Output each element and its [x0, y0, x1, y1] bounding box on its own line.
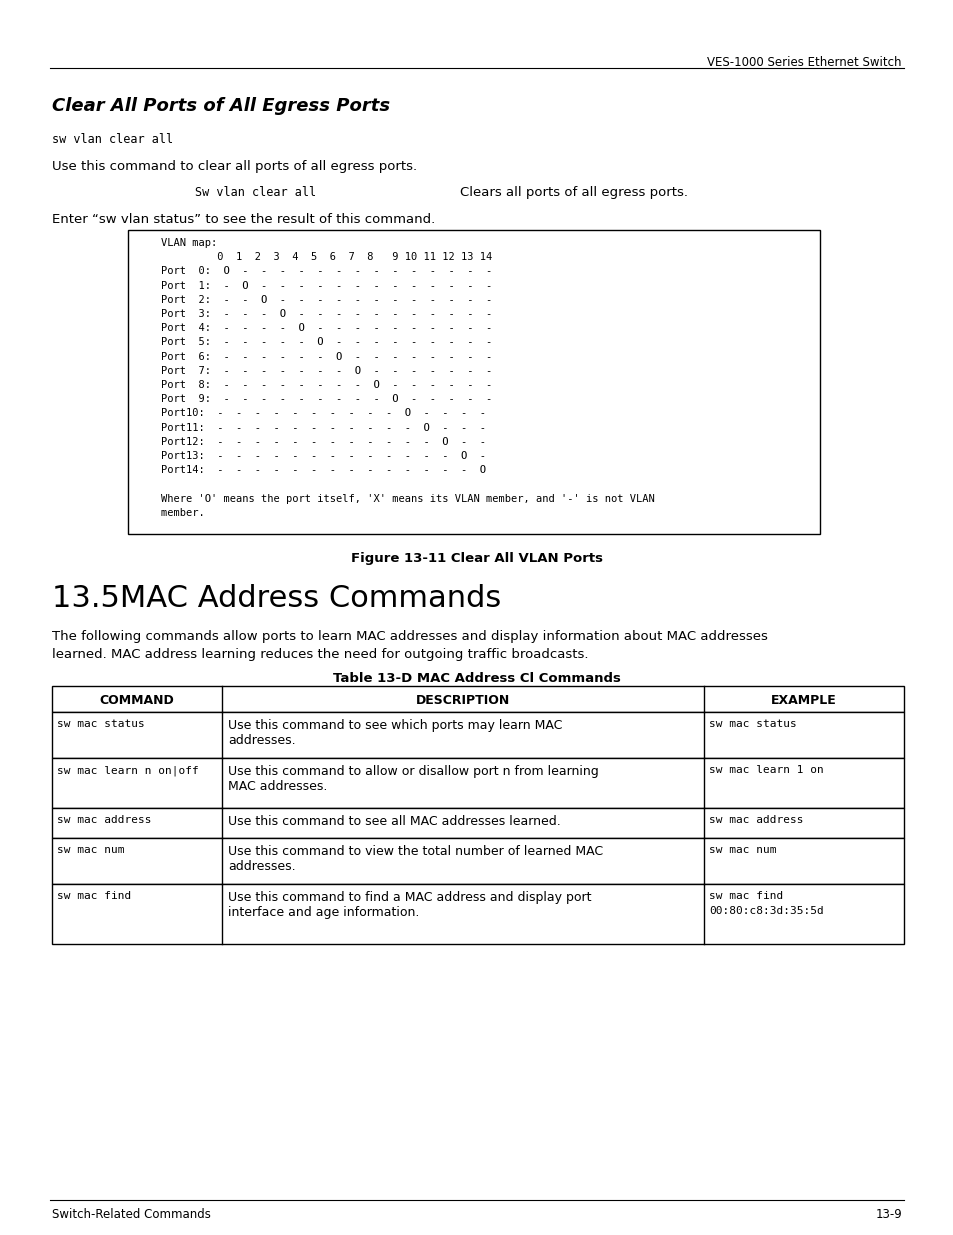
Text: 13-9: 13-9: [874, 1208, 901, 1221]
Text: sw mac status: sw mac status: [57, 719, 145, 729]
Text: Port13:  -  -  -  -  -  -  -  -  -  -  -  -  -  O  -: Port13: - - - - - - - - - - - - - O -: [136, 451, 485, 461]
Text: Port  7:  -  -  -  -  -  -  -  O  -  -  -  -  -  -  -: Port 7: - - - - - - - O - - - - - - -: [136, 366, 492, 375]
Text: sw mac address: sw mac address: [57, 815, 152, 825]
Text: Port  3:  -  -  -  O  -  -  -  -  -  -  -  -  -  -  -: Port 3: - - - O - - - - - - - - - - -: [136, 309, 492, 319]
Text: Port  8:  -  -  -  -  -  -  -  -  O  -  -  -  -  -  -: Port 8: - - - - - - - - O - - - - - -: [136, 380, 492, 390]
Text: learned. MAC address learning reduces the need for outgoing traffic broadcasts.: learned. MAC address learning reduces th…: [52, 648, 588, 661]
Text: addresses.: addresses.: [228, 734, 295, 747]
Text: VES-1000 Series Ethernet Switch: VES-1000 Series Ethernet Switch: [707, 56, 901, 69]
Text: Sw vlan clear all: Sw vlan clear all: [194, 186, 315, 199]
Text: Clear All Ports of All Egress Ports: Clear All Ports of All Egress Ports: [52, 98, 390, 115]
Text: Port  4:  -  -  -  -  O  -  -  -  -  -  -  -  -  -  -: Port 4: - - - - O - - - - - - - - - -: [136, 324, 492, 333]
Text: Use this command to find a MAC address and display port: Use this command to find a MAC address a…: [228, 890, 591, 904]
Text: sw mac num: sw mac num: [57, 845, 125, 855]
Text: COMMAND: COMMAND: [99, 694, 174, 706]
Text: Port11:  -  -  -  -  -  -  -  -  -  -  -  O  -  -  -: Port11: - - - - - - - - - - - O - - -: [136, 422, 485, 432]
Bar: [52, 839, 903, 884]
Text: sw mac status: sw mac status: [708, 719, 796, 729]
Text: 00:80:c8:3d:35:5d: 00:80:c8:3d:35:5d: [708, 906, 822, 916]
Text: sw vlan clear all: sw vlan clear all: [52, 133, 172, 146]
Text: interface and age information.: interface and age information.: [228, 906, 419, 919]
Text: Port  0:  O  -  -  -  -  -  -  -  -  -  -  -  -  -  -: Port 0: O - - - - - - - - - - - - - -: [136, 267, 492, 277]
Bar: [52, 808, 903, 839]
Text: Use this command to see which ports may learn MAC: Use this command to see which ports may …: [228, 719, 561, 732]
Text: Port14:  -  -  -  -  -  -  -  -  -  -  -  -  -  -  O: Port14: - - - - - - - - - - - - - - O: [136, 466, 485, 475]
Text: EXAMPLE: EXAMPLE: [770, 694, 836, 706]
Text: Clears all ports of all egress ports.: Clears all ports of all egress ports.: [459, 186, 687, 199]
Text: Port  1:  -  O  -  -  -  -  -  -  -  -  -  -  -  -  -: Port 1: - O - - - - - - - - - - - - -: [136, 280, 492, 290]
Text: MAC addresses.: MAC addresses.: [228, 781, 327, 793]
Text: Port10:  -  -  -  -  -  -  -  -  -  -  O  -  -  -  -: Port10: - - - - - - - - - - O - - - -: [136, 409, 485, 419]
Text: Switch-Related Commands: Switch-Related Commands: [52, 1208, 211, 1221]
Bar: [128, 230, 820, 534]
Text: Use this command to view the total number of learned MAC: Use this command to view the total numbe…: [228, 845, 602, 858]
Text: sw mac find: sw mac find: [708, 890, 782, 902]
Text: Port12:  -  -  -  -  -  -  -  -  -  -  -  -  O  -  -: Port12: - - - - - - - - - - - - O - -: [136, 437, 485, 447]
Text: Where 'O' means the port itself, 'X' means its VLAN member, and '-' is not VLAN: Where 'O' means the port itself, 'X' mea…: [136, 494, 654, 504]
Text: Table 13-D MAC Address Cl Commands: Table 13-D MAC Address Cl Commands: [333, 672, 620, 685]
Bar: [52, 685, 903, 713]
Bar: [52, 884, 903, 944]
Text: Enter “sw vlan status” to see the result of this command.: Enter “sw vlan status” to see the result…: [52, 212, 435, 226]
Text: Port  9:  -  -  -  -  -  -  -  -  -  O  -  -  -  -  -: Port 9: - - - - - - - - - O - - - - -: [136, 394, 492, 404]
Text: sw mac find: sw mac find: [57, 890, 132, 902]
Text: sw mac num: sw mac num: [708, 845, 776, 855]
Text: member.: member.: [136, 508, 205, 517]
Text: 0  1  2  3  4  5  6  7  8   9 10 11 12 13 14: 0 1 2 3 4 5 6 7 8 9 10 11 12 13 14: [136, 252, 492, 262]
Text: Figure 13-11 Clear All VLAN Ports: Figure 13-11 Clear All VLAN Ports: [351, 552, 602, 564]
Text: 13.5MAC Address Commands: 13.5MAC Address Commands: [52, 584, 500, 613]
Bar: [52, 758, 903, 808]
Text: The following commands allow ports to learn MAC addresses and display informatio: The following commands allow ports to le…: [52, 630, 767, 643]
Text: Use this command to clear all ports of all egress ports.: Use this command to clear all ports of a…: [52, 161, 416, 173]
Text: addresses.: addresses.: [228, 860, 295, 873]
Bar: [52, 713, 903, 758]
Text: sw mac address: sw mac address: [708, 815, 802, 825]
Text: Port  6:  -  -  -  -  -  -  O  -  -  -  -  -  -  -  -: Port 6: - - - - - - O - - - - - - - -: [136, 352, 492, 362]
Text: DESCRIPTION: DESCRIPTION: [416, 694, 510, 706]
Text: sw mac learn 1 on: sw mac learn 1 on: [708, 764, 822, 776]
Text: Use this command to allow or disallow port n from learning: Use this command to allow or disallow po…: [228, 764, 598, 778]
Text: Use this command to see all MAC addresses learned.: Use this command to see all MAC addresse…: [228, 815, 560, 827]
Text: Port  2:  -  -  O  -  -  -  -  -  -  -  -  -  -  -  -: Port 2: - - O - - - - - - - - - - - -: [136, 295, 492, 305]
Text: Port  5:  -  -  -  -  -  O  -  -  -  -  -  -  -  -  -: Port 5: - - - - - O - - - - - - - - -: [136, 337, 492, 347]
Text: sw mac learn n on|off: sw mac learn n on|off: [57, 764, 198, 776]
Text: VLAN map:: VLAN map:: [136, 238, 217, 248]
